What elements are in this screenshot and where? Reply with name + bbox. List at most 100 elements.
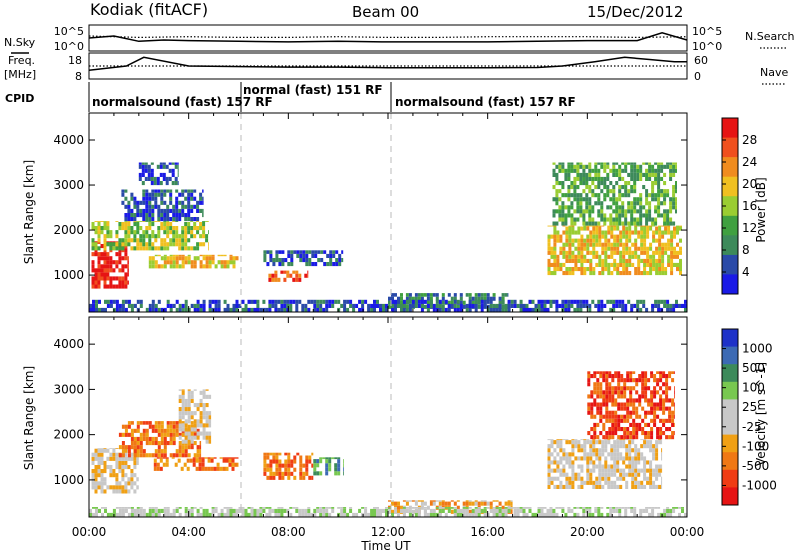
heatmap-cell-0 bbox=[121, 473, 125, 478]
heatmap-cell-4 bbox=[229, 254, 233, 257]
heatmap-cell-7 bbox=[441, 300, 445, 305]
heatmap-cell-1 bbox=[181, 242, 185, 247]
heatmap-cell-7 bbox=[568, 484, 572, 489]
heatmap-cell-0 bbox=[103, 489, 107, 494]
heatmap-cell-9 bbox=[618, 197, 622, 202]
heatmap-cell-2 bbox=[163, 208, 167, 213]
heatmap-cell-8 bbox=[571, 250, 575, 255]
heatmap-cell-9 bbox=[265, 507, 269, 509]
heatmap-cell-8 bbox=[628, 238, 632, 243]
heatmap-cell-10 bbox=[546, 307, 550, 312]
heatmap-cell-7 bbox=[547, 464, 551, 469]
heatmap-cell-9 bbox=[678, 512, 681, 517]
heatmap-cell-8 bbox=[655, 258, 659, 263]
heatmap-cell-9 bbox=[552, 512, 556, 517]
heatmap-cell-9 bbox=[214, 507, 218, 509]
heatmap-cell-3 bbox=[159, 164, 163, 169]
heatmap-cell-9 bbox=[196, 512, 200, 517]
heatmap-cell-8 bbox=[667, 262, 671, 267]
heatmap-cell-8 bbox=[628, 234, 632, 239]
heatmap-cell-10 bbox=[594, 303, 598, 308]
heatmap-cell-9 bbox=[555, 507, 559, 509]
heatmap-cell-9 bbox=[95, 508, 98, 513]
heatmap-cell-5 bbox=[271, 277, 275, 282]
heatmap-cell-3 bbox=[171, 172, 175, 177]
heatmap-cell-7 bbox=[553, 456, 557, 461]
heatmap-cell-6 bbox=[504, 501, 508, 506]
heatmap-cell-8 bbox=[676, 250, 679, 255]
heatmap-cell-9 bbox=[480, 508, 484, 513]
heatmap-cell-9 bbox=[597, 512, 601, 517]
heatmap-cell-9 bbox=[645, 221, 649, 226]
heatmap-cell-10 bbox=[438, 307, 442, 312]
heatmap-cell-1 bbox=[91, 238, 95, 243]
heatmap-cell-7 bbox=[649, 460, 653, 465]
heatmap-cell-10 bbox=[154, 303, 158, 308]
heatmap-cell-8 bbox=[577, 238, 581, 243]
heatmap-cell-1 bbox=[154, 246, 158, 251]
heatmap-cell-2 bbox=[163, 189, 167, 193]
heatmap-cell-6 bbox=[489, 501, 493, 506]
heatmap-cell-8 bbox=[638, 398, 642, 403]
heatmap-cell-7 bbox=[607, 439, 611, 441]
heatmap-cell-8 bbox=[679, 271, 682, 276]
heatmap-cell-9 bbox=[594, 164, 598, 169]
heatmap-cell-9 bbox=[211, 507, 215, 509]
heatmap-cell-9 bbox=[322, 507, 326, 509]
heatmap-cell-9 bbox=[582, 221, 586, 226]
heatmap-cell-8 bbox=[644, 394, 648, 399]
heatmap-cell-6 bbox=[317, 250, 321, 254]
heatmap-cell-8 bbox=[622, 226, 626, 231]
heatmap-cell-7 bbox=[562, 456, 566, 461]
heatmap-cell-9 bbox=[609, 181, 613, 186]
heatmap-cell-10 bbox=[657, 303, 661, 308]
colorbar-tick-label: -100 bbox=[742, 439, 769, 453]
heatmap-cell-8 bbox=[547, 258, 551, 263]
heatmap-cell-5 bbox=[337, 463, 341, 468]
heatmap-cell-2 bbox=[202, 196, 204, 201]
heatmap-cell-9 bbox=[376, 507, 379, 509]
heatmap-cell-1 bbox=[94, 242, 98, 247]
heatmap-cell-9 bbox=[522, 512, 526, 517]
heatmap-cell-9 bbox=[163, 512, 167, 517]
heatmap-cell-9 bbox=[609, 189, 613, 194]
heatmap-cell-8 bbox=[662, 390, 666, 395]
heatmap-cell-9 bbox=[364, 508, 368, 513]
heatmap-cell-6 bbox=[311, 250, 315, 254]
heatmap-cell-9 bbox=[606, 193, 610, 198]
heatmap-cell-2 bbox=[136, 213, 140, 218]
heatmap-cell-8 bbox=[611, 378, 615, 383]
heatmap-cell-6 bbox=[338, 262, 342, 267]
heatmap-cell-9 bbox=[154, 508, 158, 513]
heatmap-cell-8 bbox=[596, 435, 600, 440]
heatmap-cell-8 bbox=[649, 226, 653, 231]
heatmap-cell-3 bbox=[202, 431, 206, 436]
heatmap-cell-10 bbox=[217, 303, 221, 308]
heatmap-cell-8 bbox=[608, 398, 612, 403]
heatmap-cell-9 bbox=[435, 507, 439, 509]
heatmap-cell-6 bbox=[311, 253, 315, 258]
heatmap-cell-7 bbox=[595, 452, 599, 457]
heatmap-cell-1 bbox=[208, 221, 209, 222]
heatmap-cell-8 bbox=[650, 427, 654, 432]
heatmap-cell-7 bbox=[471, 300, 475, 305]
heatmap-cell-10 bbox=[459, 303, 463, 308]
heatmap-cell-7 bbox=[571, 460, 575, 465]
heatmap-cell-0 bbox=[103, 465, 107, 470]
heatmap-cell-7 bbox=[553, 476, 557, 481]
heatmap-cell-0 bbox=[103, 469, 107, 474]
heatmap-cell-9 bbox=[597, 201, 601, 206]
heatmap-cell-8 bbox=[631, 242, 635, 247]
heatmap-cell-8 bbox=[629, 435, 633, 440]
heatmap-cell-6 bbox=[414, 500, 418, 502]
heatmap-cell-1 bbox=[103, 234, 107, 239]
heatmap-cell-9 bbox=[660, 168, 664, 173]
heatmap-cell-10 bbox=[286, 307, 290, 312]
heatmap-cell-9 bbox=[124, 508, 128, 513]
heatmap-cell-9 bbox=[630, 221, 634, 226]
heatmap-cell-1 bbox=[157, 445, 161, 450]
heatmap-cell-6 bbox=[426, 505, 430, 510]
heatmap-cell-6 bbox=[441, 500, 445, 502]
heatmap-cell-7 bbox=[634, 468, 638, 473]
